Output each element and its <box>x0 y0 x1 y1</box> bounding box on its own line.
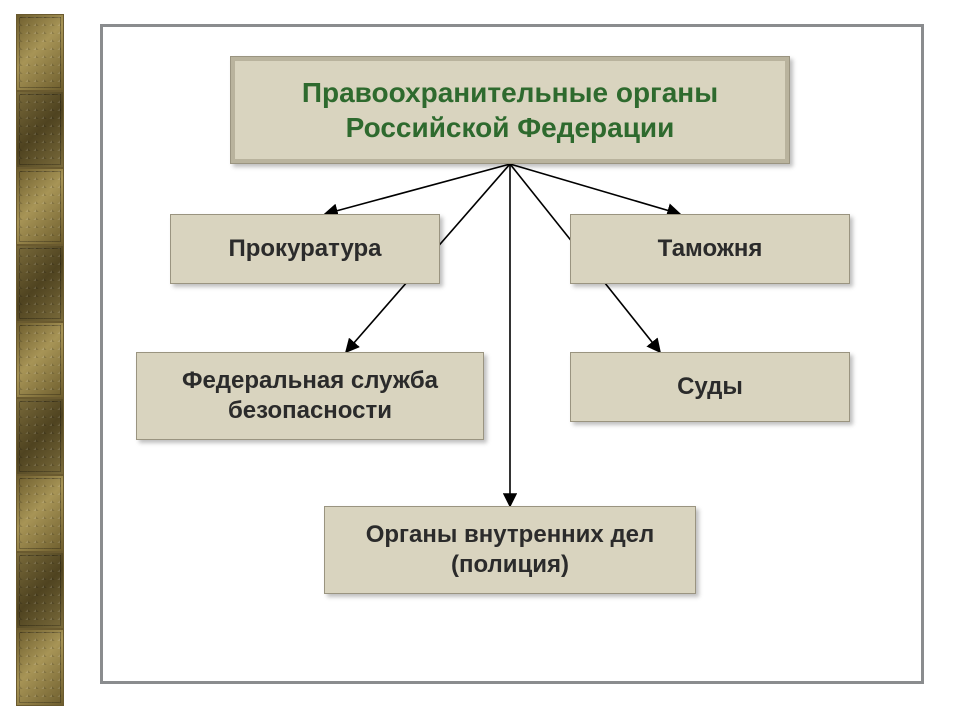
sidebar-tile <box>16 91 64 168</box>
node-customs: Таможня <box>570 214 850 284</box>
node-label: Таможня <box>658 234 763 264</box>
sidebar-tile <box>16 629 64 706</box>
sidebar-tile <box>16 552 64 629</box>
node-courts: Суды <box>570 352 850 422</box>
decorative-sidebar <box>16 14 64 706</box>
root-node: Правоохранительные органыРоссийской Феде… <box>230 56 790 164</box>
sidebar-tile <box>16 245 64 322</box>
node-mvd: Органы внутренних дел(полиция) <box>324 506 696 594</box>
sidebar-tile <box>16 322 64 399</box>
node-fsb: Федеральная службабезопасности <box>136 352 484 440</box>
node-prosecutor: Прокуратура <box>170 214 440 284</box>
slide: Правоохранительные органыРоссийской Феде… <box>0 0 960 720</box>
sidebar-tile <box>16 475 64 552</box>
sidebar-tile <box>16 398 64 475</box>
node-label: Суды <box>677 372 743 402</box>
sidebar-tile <box>16 168 64 245</box>
root-label: Правоохранительные органыРоссийской Феде… <box>302 75 718 145</box>
node-label: Прокуратура <box>228 234 381 264</box>
node-label: Органы внутренних дел(полиция) <box>366 520 655 580</box>
node-label: Федеральная службабезопасности <box>182 366 438 426</box>
sidebar-tile <box>16 14 64 91</box>
